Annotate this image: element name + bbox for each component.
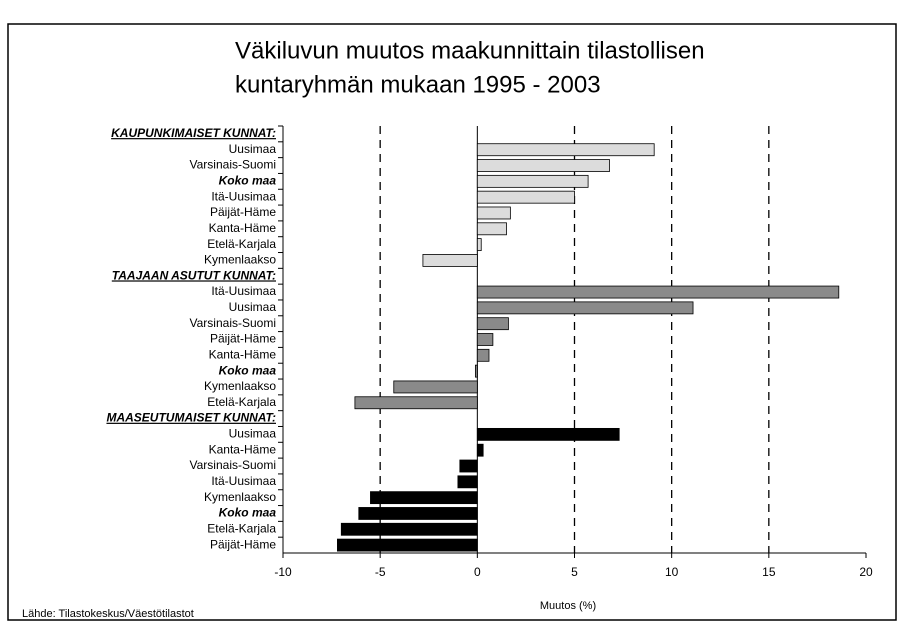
bar <box>459 459 478 473</box>
bar <box>476 427 620 441</box>
x-tick-label: -10 <box>274 565 292 579</box>
bar <box>474 364 478 378</box>
source: Lähde: Tilastokeskus/Väestötilastot <box>22 608 194 620</box>
y-tick-label: Päijät-Häme <box>210 205 276 219</box>
y-tick-label: Päijät-Häme <box>210 332 276 346</box>
y-tick-label: Kanta-Häme <box>209 442 277 456</box>
bar <box>370 491 478 505</box>
bar <box>422 254 478 267</box>
group-label: TAAJAAN ASUTUT KUNNAT: <box>112 268 276 282</box>
y-tick-label: Kymenlaakso <box>204 379 276 393</box>
x-tick-label: -5 <box>375 565 386 579</box>
x-tick-label: 0 <box>474 565 481 579</box>
x-tick-label: 5 <box>571 565 578 579</box>
bar <box>476 301 694 315</box>
chart-title: Väkiluvun muutos maakunnittain tilastoll… <box>235 37 705 64</box>
y-tick-label: Koko maa <box>219 506 277 520</box>
bar <box>476 348 490 362</box>
bar <box>476 238 482 252</box>
bar <box>476 143 655 157</box>
x-axis-label: Muutos (%) <box>540 600 596 612</box>
bar <box>476 159 610 172</box>
y-tick-label: Etelä-Karjala <box>207 521 276 535</box>
frame <box>7 23 897 621</box>
y-tick-label: Uusimaa <box>229 427 277 441</box>
y-tick-label: Varsinais-Suomi <box>190 458 276 472</box>
bar <box>337 538 478 552</box>
y-tick-label: Etelä-Karjala <box>207 237 276 251</box>
bar <box>354 396 478 410</box>
y-tick-label: Uusimaa <box>229 142 277 156</box>
x-tick-label: 15 <box>762 565 776 579</box>
bar <box>457 475 478 489</box>
bar <box>476 222 507 236</box>
group-label: KAUPUNKIMAISET KUNNAT: <box>111 126 276 140</box>
bar <box>393 380 478 394</box>
group-label: MAASEUTUMAISET KUNNAT: <box>106 411 276 425</box>
chart-title: kuntaryhmän mukaan 1995 - 2003 <box>235 71 601 98</box>
y-tick-label: Varsinais-Suomi <box>190 316 276 330</box>
y-tick-label: Kanta-Häme <box>209 221 277 235</box>
x-tick-label: 20 <box>859 565 873 579</box>
y-tick-label: Kymenlaakso <box>204 253 276 267</box>
bar <box>476 190 575 204</box>
bar <box>476 443 484 457</box>
bar <box>476 285 840 299</box>
x-tick-label: 10 <box>665 565 679 579</box>
bar <box>476 206 511 220</box>
y-tick-label: Koko maa <box>219 174 277 188</box>
bar <box>476 333 494 346</box>
y-tick-label: Kanta-Häme <box>209 347 277 361</box>
y-tick-label: Uusimaa <box>229 300 277 314</box>
y-tick-label: Varsinais-Suomi <box>190 158 276 172</box>
bar <box>476 317 509 331</box>
bar <box>476 174 589 188</box>
y-tick-label: Kymenlaakso <box>204 490 276 504</box>
bar <box>340 522 478 536</box>
y-tick-label: Etelä-Karjala <box>207 395 276 409</box>
y-tick-label: Päijät-Häme <box>210 537 276 551</box>
bar <box>358 507 478 520</box>
y-tick-label: Itä-Uusimaa <box>211 284 276 298</box>
y-tick-label: Itä-Uusimaa <box>211 189 276 203</box>
y-tick-label: Koko maa <box>219 363 277 377</box>
y-tick-label: Itä-Uusimaa <box>211 474 276 488</box>
